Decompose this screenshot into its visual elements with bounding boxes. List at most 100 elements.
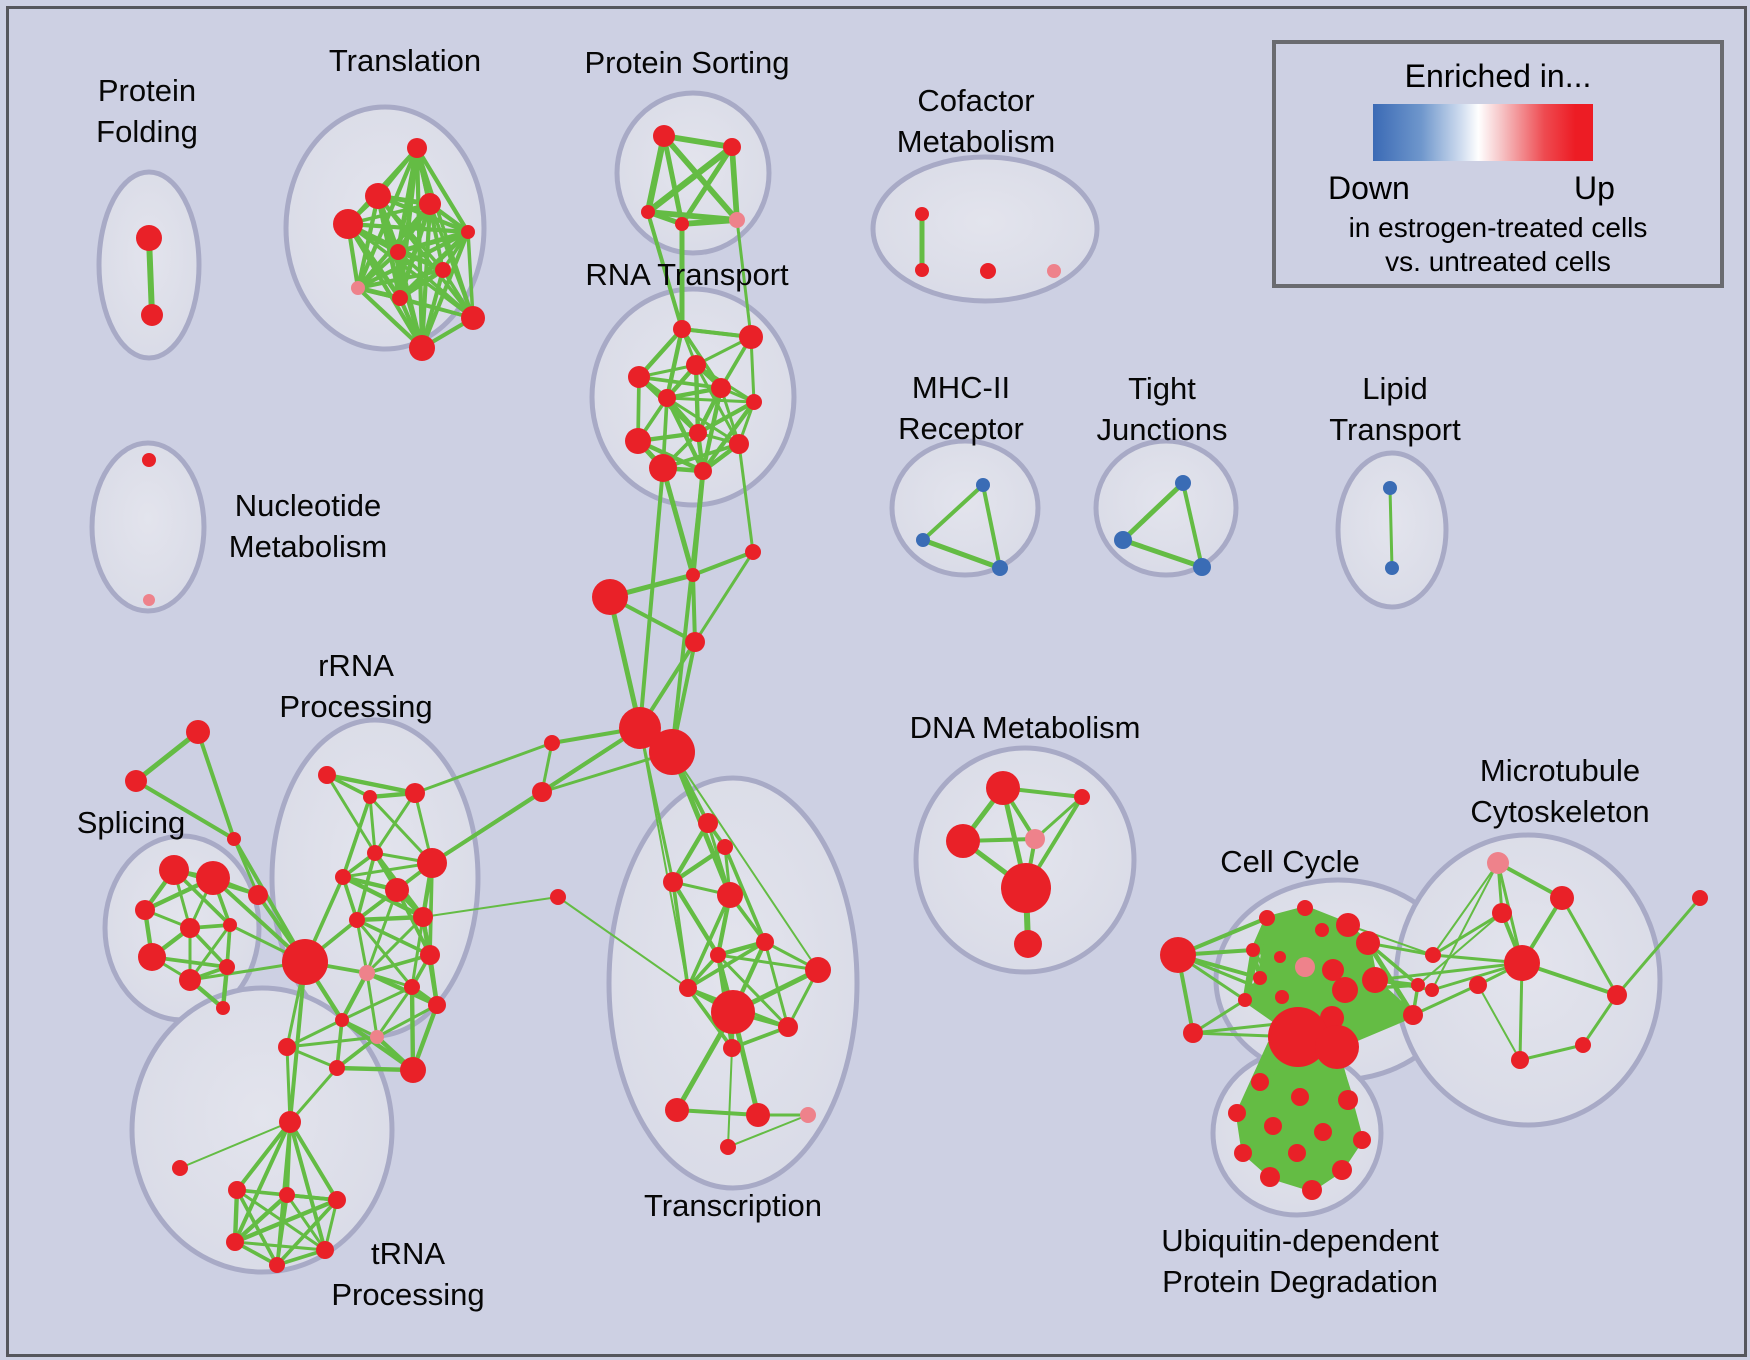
ubiquitin-degradation-gene-set-node [1291,1088,1309,1106]
microtubule-cytoskeleton-label: Cytoskeleton [1470,794,1649,829]
tight-junctions-gene-set-node [1193,558,1211,576]
transcription-label: Transcription [644,1188,822,1223]
rrna-processing-gene-set-node [428,996,446,1014]
translation-edge [346,222,475,320]
transcription-gene-set-node [663,872,683,892]
nucleotide-metabolism-gene-set-node [142,453,156,467]
inter-cluster-edge [1411,983,1480,1017]
ubiquitin-degradation-gene-set-node [1302,1180,1322,1200]
protein-folding-label: Folding [96,114,198,149]
translation-edge [355,285,425,351]
translation-gene-set-node [419,193,441,215]
microtubule-cytoskeleton-edge [1431,911,1504,957]
cell-cycle-gene-set-node [1315,1025,1359,1069]
splicing-edge [134,779,236,841]
protein-sorting-edge [644,143,736,216]
legend-gradient-bar [1373,104,1593,161]
cell-cycle-gene-set-node [1253,971,1267,985]
rrna-processing-gene-set-node [370,1030,384,1044]
transcription-edge [727,1114,809,1148]
microtubule-cytoskeleton-label: Microtubule [1480,753,1640,788]
cofactor-metabolism-gene-set-node [915,207,929,221]
dna-metabolism-gene-set-node [1001,863,1051,913]
splicing-gene-set-node [159,855,189,885]
hub-chain-edge [607,594,643,731]
trna-processing-gene-set-node [279,1187,295,1203]
transcription-gene-set-node [805,957,831,983]
microtubule-cytoskeleton-edge [1477,984,1521,1061]
microtubule-cytoskeleton-gene-set-node [1504,945,1540,981]
cofactor-metabolism-gene-set-node [1047,264,1061,278]
protein-sorting-label: Protein Sorting [584,45,789,80]
transcription-edge [686,986,734,1050]
tight-junctions-edge [1120,480,1186,543]
cell-cycle-gene-set-node [1297,900,1313,916]
ubiquitin-degradation-gene-set-node [1332,1160,1352,1180]
splicing-gene-set-node [216,1001,230,1015]
rrna-processing-label: Processing [279,689,432,724]
rna-transport-group-ellipse [589,286,797,508]
rna-transport-gene-set-node [746,394,762,410]
trna-processing-label: tRNA [371,1236,445,1271]
cell-cycle-gene-set-node [1362,967,1388,993]
label-layer: Protein Folding Translation Protein Sorting… [77,43,1650,1312]
inter-cluster-edge [660,465,696,578]
transcription-gene-set-node [710,947,726,963]
microtubule-cytoskeleton-gene-set-node [1550,886,1574,910]
tight-junctions-label: Tight [1128,371,1196,406]
ubiquitin-degradation-gene-set-node [1234,1144,1252,1162]
protein-sorting-edge [729,144,740,223]
legend-caption-line2: vs. untreated cells [1385,246,1611,277]
transcription-edge [675,1108,760,1117]
inter-cluster-edge [232,837,307,964]
microtubule-cytoskeleton-edge [1560,896,1619,997]
rrna-processing-gene-set-node [318,766,336,784]
rna-transport-edge [695,399,757,436]
microtubule-cytoskeleton-group-ellipse [1393,832,1663,1128]
cell-cycle-gene-set-node [1320,1006,1344,1030]
rrna-processing-gene-set-node [385,878,409,902]
splicing-edge [232,837,260,897]
rna-transport-gene-set-node [628,366,650,388]
trna-processing-edge [235,1120,292,1192]
hub-chain-gene-set-node [619,707,661,749]
inter-cluster-edge [1432,862,1499,956]
inter-cluster-edge [288,1066,339,1124]
rrna-processing-edge [285,1045,339,1070]
cell-cycle-gene-set-node [1160,937,1196,973]
dna-metabolism-gene-set-node [1074,789,1090,805]
microtubule-cytoskeleton-gene-set-node [1511,1051,1529,1069]
rrna-processing-edge [335,1035,379,1070]
mhc2-receptor-label: Receptor [898,411,1024,446]
trna-processing-edge [288,1120,339,1202]
translation-edge [355,267,446,291]
cell-cycle-gene-set-node [1332,977,1358,1003]
protein-sorting-edge [661,133,735,150]
rrna-processing-edge [409,984,416,1073]
mhc2-receptor-edge [981,483,1002,570]
rna-transport-edge [665,396,756,404]
tight-junctions-edge [1181,481,1204,569]
legend-caption-line1: in estrogen-treated cells [1348,212,1648,243]
transcription-group-ellipse [606,775,860,1191]
trna-processing-edge [232,1192,290,1245]
rna-transport-gene-set-node [739,325,763,349]
inter-cluster-edge [737,442,755,554]
cell-cycle-edge [1191,998,1247,1035]
ubiquitin-degradation-gene-set-node [1353,1131,1371,1149]
hub-chain-gene-set-node [532,782,552,802]
microtubule-cytoskeleton-gene-set-node [1469,976,1487,994]
splicing-edge [196,730,236,841]
translation-edge [345,221,471,235]
rrna-processing-gene-set-node [335,1013,349,1027]
trna-processing-gene-set-node [228,1181,246,1199]
ubiquitin-degradation-label: Ubiquitin-dependent [1161,1223,1439,1258]
splicing-gene-set-node [219,959,235,975]
splicing-gene-set-node [138,943,166,971]
protein-sorting-edge [679,144,735,227]
cell-cycle-gene-set-node [1268,1007,1328,1067]
cell-cycle-gene-set-node [1356,931,1380,955]
translation-gene-set-node [461,225,475,239]
rrna-processing-edge [341,861,434,879]
